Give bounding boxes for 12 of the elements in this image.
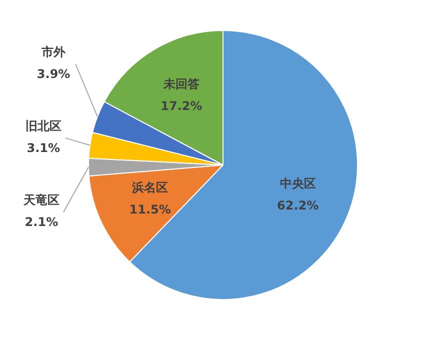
data-label: 2.1% bbox=[24, 215, 58, 230]
data-label: 62.2% bbox=[277, 198, 319, 212]
slice-label: 未回答 bbox=[162, 76, 200, 91]
data-label: 11.5% bbox=[129, 202, 171, 217]
data-label: 3.9% bbox=[36, 67, 70, 82]
slice-label: 浜名区 bbox=[131, 180, 168, 195]
data-label: 17.2% bbox=[160, 98, 202, 113]
slice-label: 中央区 bbox=[280, 176, 316, 190]
slice-label: 市外 bbox=[40, 45, 67, 60]
data-label: 3.1% bbox=[26, 141, 60, 156]
slice-label: 旧北区 bbox=[25, 119, 62, 134]
slice-label: 天竜区 bbox=[22, 193, 60, 208]
